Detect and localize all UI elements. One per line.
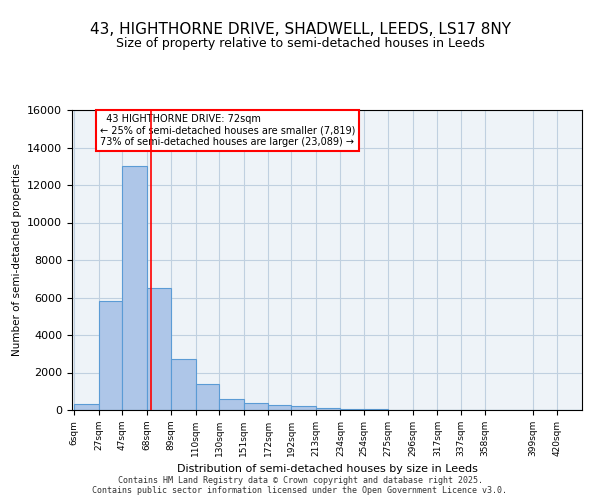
- Bar: [268, 406, 292, 410]
- Bar: [196, 384, 219, 410]
- Bar: [244, 404, 268, 410]
- Bar: [340, 409, 364, 410]
- Text: Size of property relative to semi-detached houses in Leeds: Size of property relative to semi-detach…: [116, 38, 484, 51]
- Bar: [292, 406, 316, 410]
- Text: 43 HIGHTHORNE DRIVE: 72sqm
← 25% of semi-detached houses are smaller (7,819)
73%: 43 HIGHTHORNE DRIVE: 72sqm ← 25% of semi…: [100, 114, 355, 147]
- Bar: [219, 399, 244, 410]
- Bar: [146, 288, 171, 410]
- Bar: [171, 360, 196, 410]
- Bar: [99, 301, 122, 410]
- Bar: [74, 404, 99, 410]
- Bar: [316, 408, 340, 410]
- Text: 43, HIGHTHORNE DRIVE, SHADWELL, LEEDS, LS17 8NY: 43, HIGHTHORNE DRIVE, SHADWELL, LEEDS, L…: [89, 22, 511, 38]
- Text: Contains HM Land Registry data © Crown copyright and database right 2025.
Contai: Contains HM Land Registry data © Crown c…: [92, 476, 508, 495]
- Y-axis label: Number of semi-detached properties: Number of semi-detached properties: [11, 164, 22, 356]
- X-axis label: Distribution of semi-detached houses by size in Leeds: Distribution of semi-detached houses by …: [176, 464, 478, 474]
- Bar: [122, 166, 146, 410]
